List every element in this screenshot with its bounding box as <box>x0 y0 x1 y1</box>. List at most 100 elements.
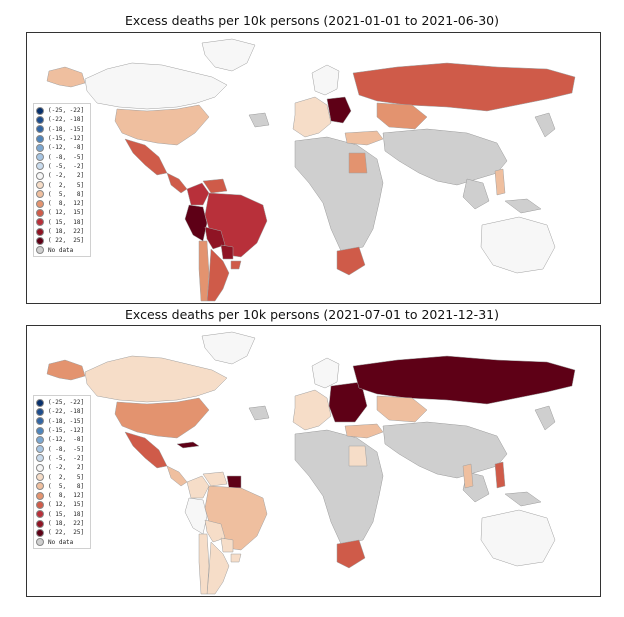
country-us <box>114 397 210 439</box>
legend-swatch <box>36 510 44 519</box>
country-guyana <box>226 475 242 489</box>
legend-entry: (-22, -18] <box>36 407 88 416</box>
country-australia <box>480 216 556 274</box>
legend-entry: ( 12, 15] <box>36 500 88 509</box>
legend-label: (-15, -12] <box>48 135 85 143</box>
legend-label: ( 12, 15] <box>48 501 85 509</box>
map-frame-1 <box>26 32 601 304</box>
country-russia <box>352 62 576 112</box>
country-argentina <box>206 541 230 595</box>
country-egypt <box>348 445 368 467</box>
country-poland-ce <box>326 96 352 124</box>
country-alaska <box>46 66 86 88</box>
no-data-region <box>534 112 556 138</box>
country-cuba <box>176 441 200 449</box>
legend-entry: (-25, -22] <box>36 398 88 407</box>
legend-label: ( -5, -2] <box>48 454 85 462</box>
country-kazakhstan <box>376 102 428 130</box>
legend-swatch <box>36 528 44 537</box>
legend-swatch <box>36 227 44 236</box>
legend-label: (-12, -8] <box>48 144 85 152</box>
legend-entry: ( 22, 25] <box>36 528 88 537</box>
country-bolivia <box>204 519 226 543</box>
legend-swatch <box>36 199 44 208</box>
country-mexico <box>124 138 168 176</box>
country-alaska <box>46 359 86 381</box>
legend-entry: (-15, -12] <box>36 426 88 435</box>
legend-label: ( -5, -2] <box>48 162 85 170</box>
legend-swatch <box>36 181 44 190</box>
legend-entry: ( -8, -5] <box>36 444 88 454</box>
legend-label: ( 22, 25] <box>48 529 85 537</box>
country-canada <box>84 62 228 110</box>
legend-entry: (-12, -8] <box>36 435 88 444</box>
country-paraguay <box>220 537 234 553</box>
legend-entry: ( 22, 25] <box>36 236 88 245</box>
legend-entry: (-25, -22] <box>36 106 88 115</box>
country-western-europe <box>292 389 332 431</box>
legend-entry: ( 15, 18] <box>36 510 88 519</box>
no-data-region <box>382 128 508 186</box>
legend-entry: ( -5, -2] <box>36 454 88 463</box>
legend-swatch <box>36 153 44 162</box>
legend-1: (-25, -22] (-22, -18] (-18, -15] (-15, -12]… <box>33 103 91 257</box>
country-venezuela <box>202 471 228 487</box>
legend-entry: ( 2, 5] <box>36 472 88 482</box>
world-map-1 <box>46 38 576 302</box>
no-data-region <box>294 429 384 545</box>
legend-label: ( 15, 18] <box>48 510 85 518</box>
legend-label: ( -8, -5] <box>48 153 85 161</box>
no-data-region <box>504 198 542 214</box>
panel-title-2: Excess deaths per 10k persons (2021-07-0… <box>125 307 499 322</box>
legend-label: ( 12, 15] <box>48 209 85 217</box>
country-russia <box>352 355 576 405</box>
legend-swatch <box>36 538 44 547</box>
legend-swatch <box>36 218 44 227</box>
country-egypt <box>348 152 368 174</box>
legend-entry: No data <box>36 245 88 255</box>
legend-entry: (-12, -8] <box>36 143 88 152</box>
legend-entry: ( -5, -2] <box>36 162 88 171</box>
legend-label: (-22, -18] <box>48 116 85 124</box>
legend-swatch <box>36 417 44 426</box>
legend-label: ( -2, 2] <box>48 172 85 180</box>
no-data-region <box>504 491 542 507</box>
legend-swatch <box>36 463 44 472</box>
no-data-region <box>382 421 508 479</box>
legend-swatch <box>36 435 44 444</box>
legend-label: (-25, -22] <box>48 107 85 115</box>
legend-swatch <box>36 407 44 416</box>
legend-swatch <box>36 519 44 528</box>
legend-swatch <box>36 473 44 482</box>
country-vietnam <box>462 463 474 489</box>
legend-entry: ( -2, 2] <box>36 171 88 180</box>
country-peru <box>184 497 208 535</box>
country-south-africa <box>336 246 366 276</box>
country-us <box>114 104 210 146</box>
country-paraguay <box>220 244 234 260</box>
panel-title-1: Excess deaths per 10k persons (2021-01-0… <box>125 13 499 28</box>
legend-label: (-18, -15] <box>48 417 85 425</box>
country-philippines <box>494 461 506 489</box>
world-map-2 <box>46 331 576 595</box>
legend-swatch <box>36 482 44 491</box>
legend-swatch <box>36 398 44 407</box>
legend-label: ( 18, 22] <box>48 228 85 235</box>
legend-label: (-18, -15] <box>48 125 85 133</box>
country-greenland <box>201 38 256 72</box>
legend-entry: (-15, -12] <box>36 134 88 143</box>
legend-swatch <box>36 115 44 124</box>
country-philippines <box>494 168 506 196</box>
map-frame-2 <box>26 325 601 597</box>
legend-entry: (-18, -15] <box>36 417 88 426</box>
country-canada <box>84 355 228 403</box>
legend-entry: No data <box>36 537 88 547</box>
legend-label: ( 2, 5] <box>48 181 85 189</box>
no-data-region <box>248 112 270 128</box>
legend-swatch <box>36 106 44 115</box>
legend-2: (-25, -22] (-22, -18] (-18, -15] (-15, -12]… <box>33 395 91 549</box>
legend-entry: ( -8, -5] <box>36 152 88 162</box>
country-australia <box>480 509 556 567</box>
country-mexico <box>124 431 168 469</box>
country-western-europe <box>292 96 332 138</box>
